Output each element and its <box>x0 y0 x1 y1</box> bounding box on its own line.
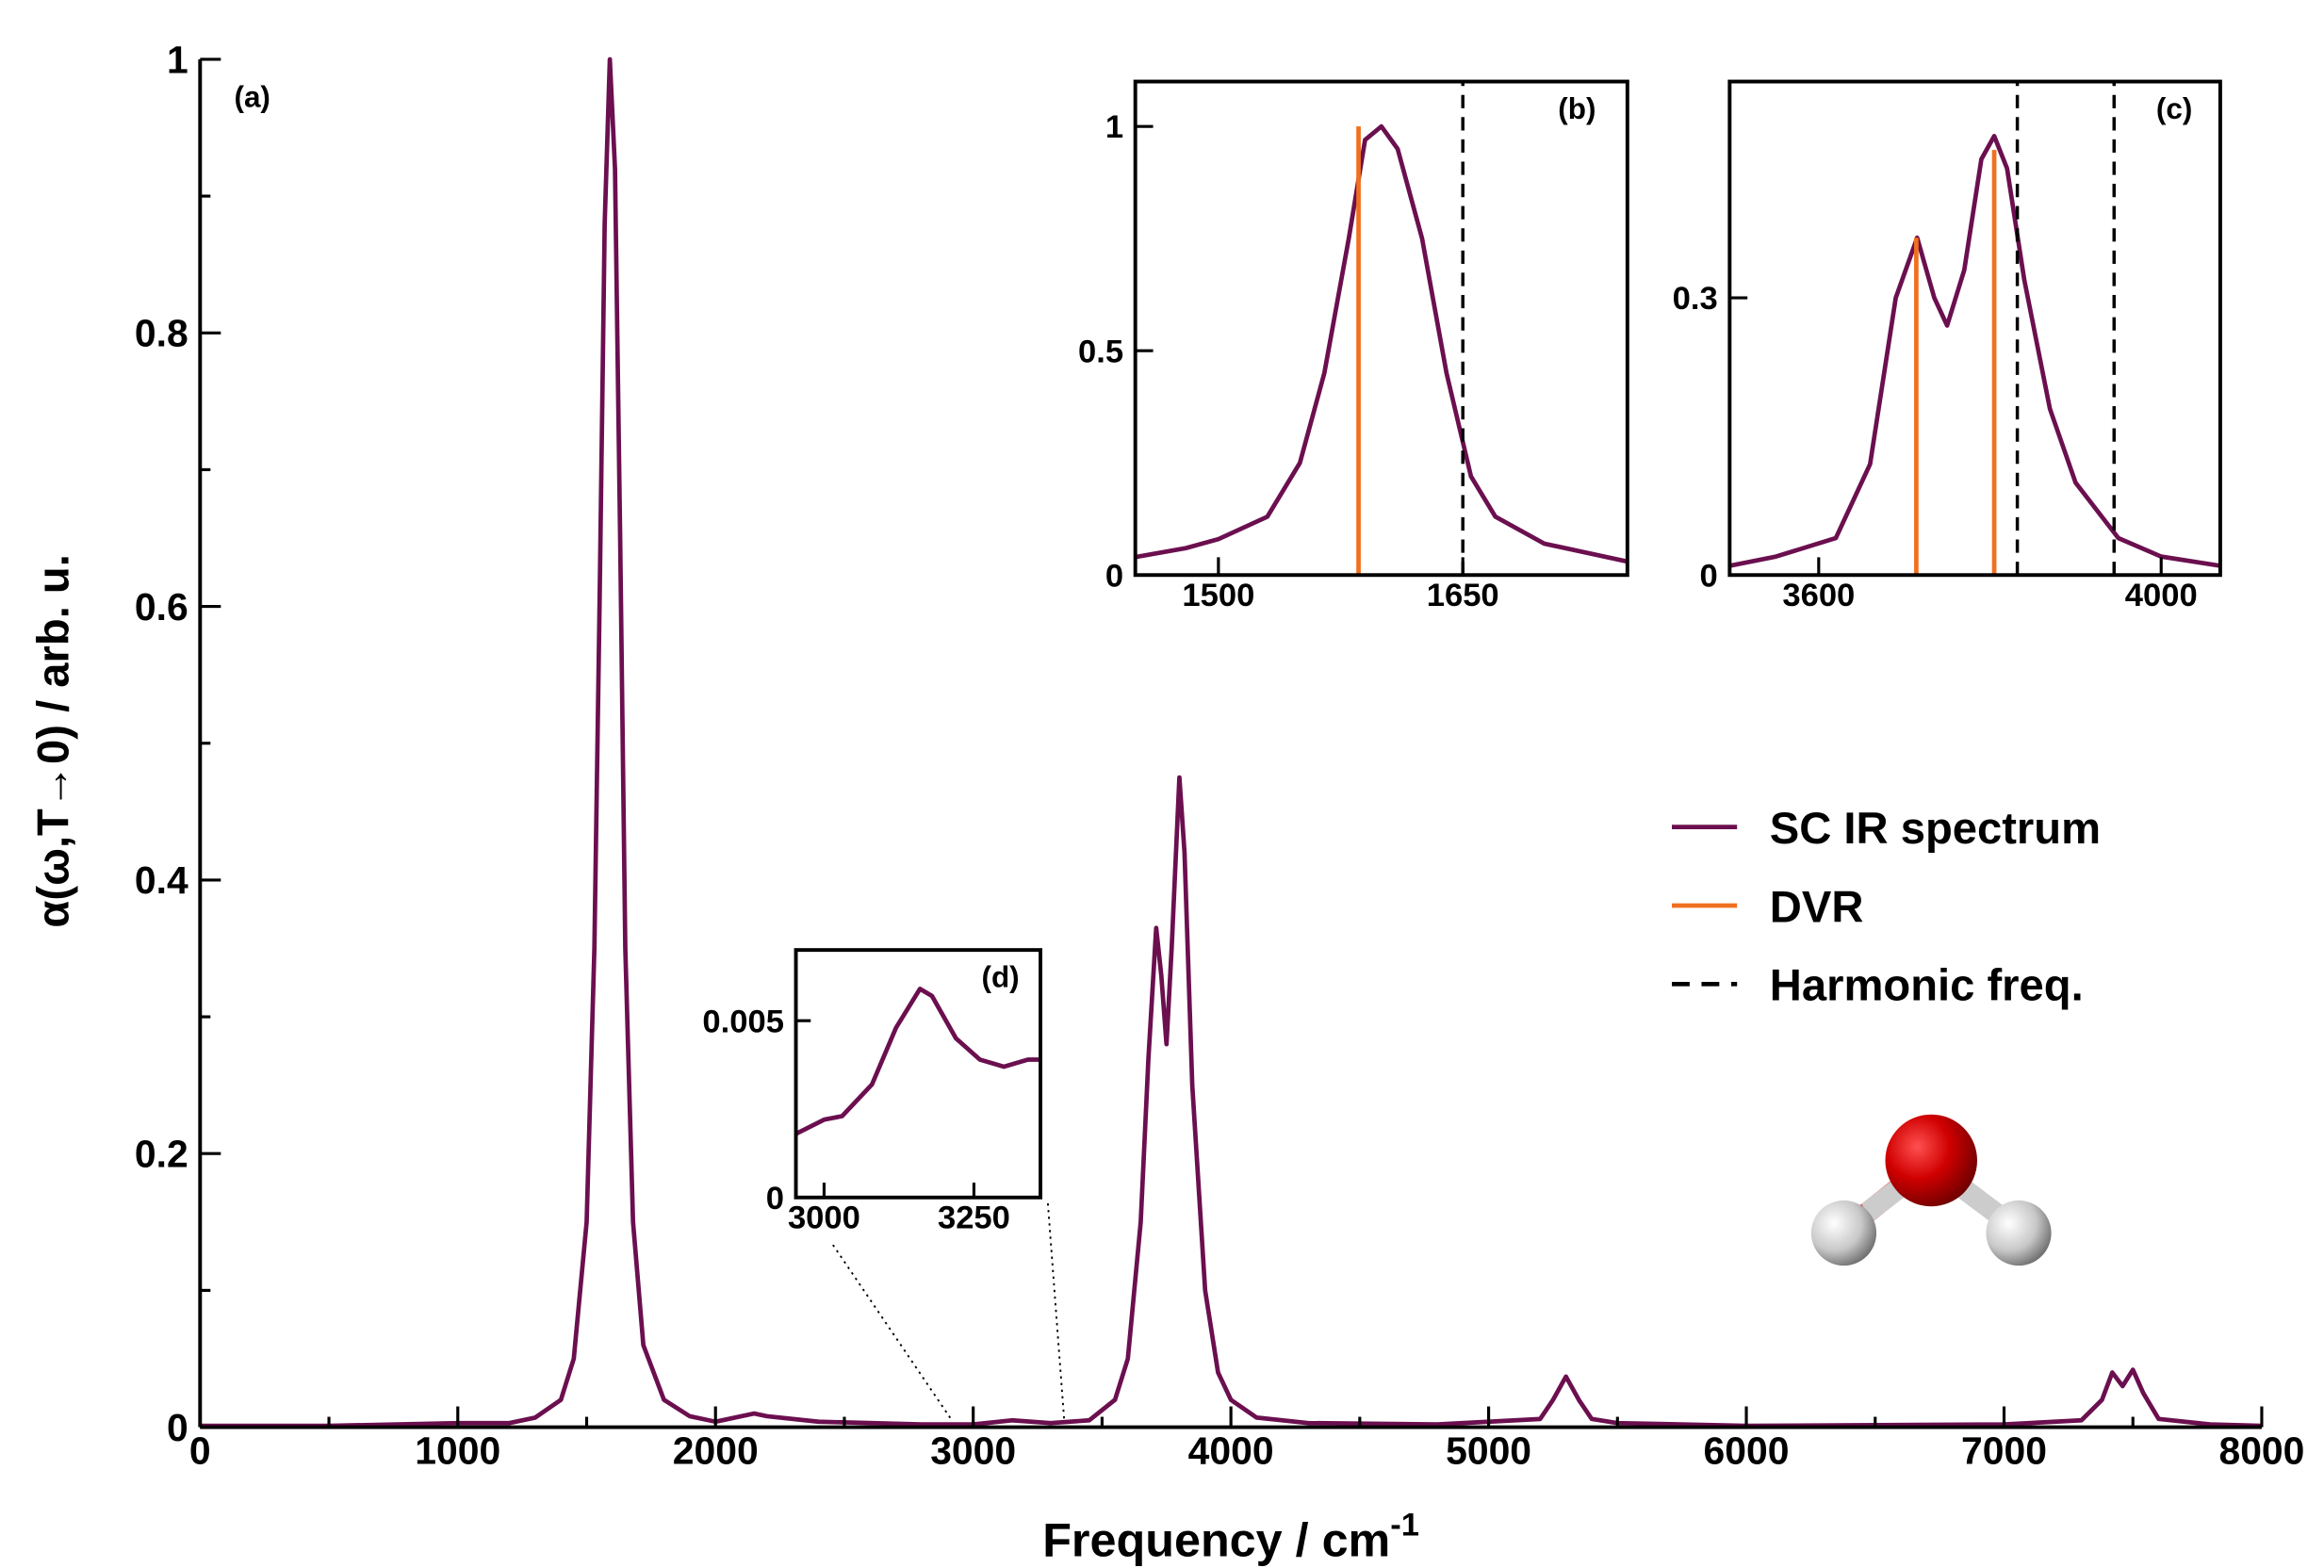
spectrum-line <box>794 987 1041 1136</box>
spectrum-line <box>200 57 2263 1429</box>
x-axis-label: Frequency / cm-1 <box>1042 1507 1419 1566</box>
y-tick-label: 0.4 <box>135 858 188 902</box>
panel-label: (d) <box>981 960 1019 993</box>
y-axis-label: α(ω,T→0) / arb. u. <box>27 554 77 927</box>
y-tick-label: 0.8 <box>135 312 188 355</box>
x-tick-label: 1000 <box>415 1429 500 1472</box>
y-tick-label: 0.6 <box>135 585 188 629</box>
legend-label: SC IR spectrum <box>1770 803 2101 853</box>
y-tick-label: 0 <box>1105 558 1123 594</box>
x-axis-label-sup: -1 <box>1390 1507 1419 1543</box>
x-tick-label: 7000 <box>1961 1429 2047 1472</box>
x-tick-label: 1650 <box>1427 578 1499 613</box>
panel: 0 1000 2000 3000 4000 5000 6000 7000 800000.20.4… <box>27 38 2304 1566</box>
x-tick-label: 3250 <box>938 1200 1010 1236</box>
panel: 1500 1650 0 0.5 1 (b) <box>1078 79 1629 613</box>
zoom-lines <box>832 1203 1066 1421</box>
plot-frame <box>1133 79 1629 578</box>
panel-label: (c) <box>2156 92 2192 125</box>
y-tick-label: 0.3 <box>1673 281 1718 317</box>
y-tick-label: 0.5 <box>1078 334 1123 369</box>
panel: 3600 4000 0 0.3 (c) <box>1673 79 2222 613</box>
x-tick-label: 3000 <box>930 1429 1016 1472</box>
y-tick-label: 1 <box>1105 109 1123 145</box>
panel: 3000 3250 0 0.005 (d) <box>702 948 1043 1236</box>
y-tick-label: 0 <box>1700 558 1718 594</box>
y-tick-label: 0.2 <box>135 1133 188 1176</box>
x-tick-label: 4000 <box>1188 1429 1274 1472</box>
plot-frame <box>1727 79 2222 578</box>
y-tick-label: 1 <box>167 38 188 81</box>
panel-label: (a) <box>234 80 270 113</box>
x-tick-label: 1500 <box>1182 578 1254 613</box>
y-tick-label: 0 <box>167 1406 188 1449</box>
x-tick-label: 8000 <box>2218 1429 2304 1472</box>
legend-label: Harmonic freq. <box>1770 960 2084 1010</box>
legend-label: DVR <box>1770 881 1864 931</box>
x-tick-label: 6000 <box>1704 1429 1790 1472</box>
plot-frame <box>794 948 1043 1200</box>
spectrum-line <box>1135 123 1628 564</box>
y-tick-label: 0.005 <box>702 1004 784 1039</box>
spectrum-line <box>1728 134 2221 568</box>
x-tick-label: 3600 <box>1782 578 1855 613</box>
water-molecule <box>1810 1114 2052 1266</box>
x-tick-label: 5000 <box>1446 1429 1531 1472</box>
x-axis-label-text: Frequency / cm <box>1042 1512 1390 1566</box>
panel-label: (b) <box>1558 92 1596 125</box>
x-tick-label: 0 <box>189 1429 211 1472</box>
x-tick-label: 3000 <box>788 1200 860 1236</box>
x-tick-label: 2000 <box>673 1429 759 1472</box>
x-tick-label: 4000 <box>2125 578 2198 613</box>
y-tick-label: 0 <box>766 1181 784 1217</box>
